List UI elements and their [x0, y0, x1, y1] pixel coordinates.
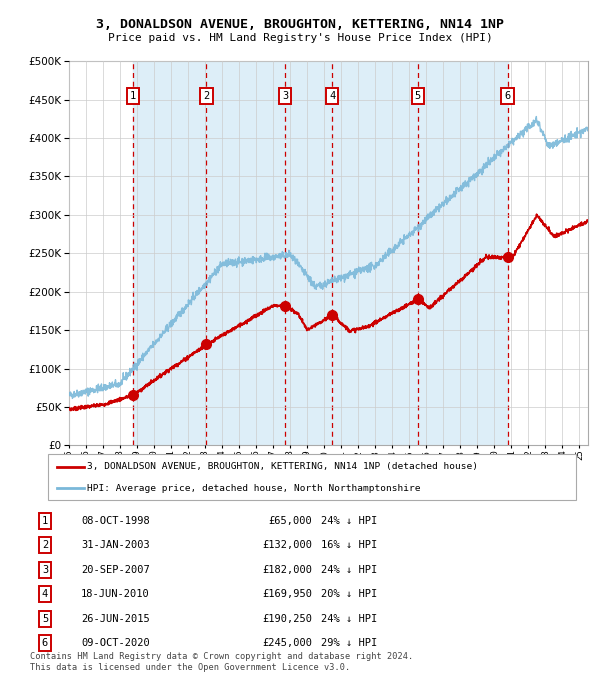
- Text: 3: 3: [42, 565, 48, 575]
- Text: 6: 6: [505, 90, 511, 101]
- Text: 3, DONALDSON AVENUE, BROUGHTON, KETTERING, NN14 1NP (detached house): 3, DONALDSON AVENUE, BROUGHTON, KETTERIN…: [87, 462, 478, 471]
- Text: 31-JAN-2003: 31-JAN-2003: [81, 541, 150, 550]
- Text: HPI: Average price, detached house, North Northamptonshire: HPI: Average price, detached house, Nort…: [87, 483, 421, 493]
- Text: 1: 1: [130, 90, 136, 101]
- Text: £169,950: £169,950: [262, 590, 312, 599]
- Text: 2: 2: [42, 541, 48, 550]
- Text: 29% ↓ HPI: 29% ↓ HPI: [321, 639, 377, 648]
- Text: £132,000: £132,000: [262, 541, 312, 550]
- Text: 5: 5: [42, 614, 48, 624]
- Text: 4: 4: [329, 90, 335, 101]
- Text: 16% ↓ HPI: 16% ↓ HPI: [321, 541, 377, 550]
- Text: Price paid vs. HM Land Registry's House Price Index (HPI): Price paid vs. HM Land Registry's House …: [107, 33, 493, 43]
- Text: 24% ↓ HPI: 24% ↓ HPI: [321, 565, 377, 575]
- Text: 24% ↓ HPI: 24% ↓ HPI: [321, 614, 377, 624]
- Text: Contains HM Land Registry data © Crown copyright and database right 2024.: Contains HM Land Registry data © Crown c…: [30, 652, 413, 661]
- Text: £190,250: £190,250: [262, 614, 312, 624]
- Bar: [133, 61, 508, 445]
- Text: 20-SEP-2007: 20-SEP-2007: [81, 565, 150, 575]
- Text: 09-OCT-2020: 09-OCT-2020: [81, 639, 150, 648]
- Text: 5: 5: [415, 90, 421, 101]
- Text: 3, DONALDSON AVENUE, BROUGHTON, KETTERING, NN14 1NP: 3, DONALDSON AVENUE, BROUGHTON, KETTERIN…: [96, 18, 504, 31]
- Text: 4: 4: [42, 590, 48, 599]
- Text: 6: 6: [42, 639, 48, 648]
- Text: 18-JUN-2010: 18-JUN-2010: [81, 590, 150, 599]
- Text: £65,000: £65,000: [268, 516, 312, 526]
- Text: 26-JUN-2015: 26-JUN-2015: [81, 614, 150, 624]
- Text: 2: 2: [203, 90, 209, 101]
- Text: 08-OCT-1998: 08-OCT-1998: [81, 516, 150, 526]
- Text: This data is licensed under the Open Government Licence v3.0.: This data is licensed under the Open Gov…: [30, 663, 350, 672]
- Text: 3: 3: [283, 90, 289, 101]
- Text: £182,000: £182,000: [262, 565, 312, 575]
- Text: 20% ↓ HPI: 20% ↓ HPI: [321, 590, 377, 599]
- Text: 1: 1: [42, 516, 48, 526]
- Text: 24% ↓ HPI: 24% ↓ HPI: [321, 516, 377, 526]
- Text: £245,000: £245,000: [262, 639, 312, 648]
